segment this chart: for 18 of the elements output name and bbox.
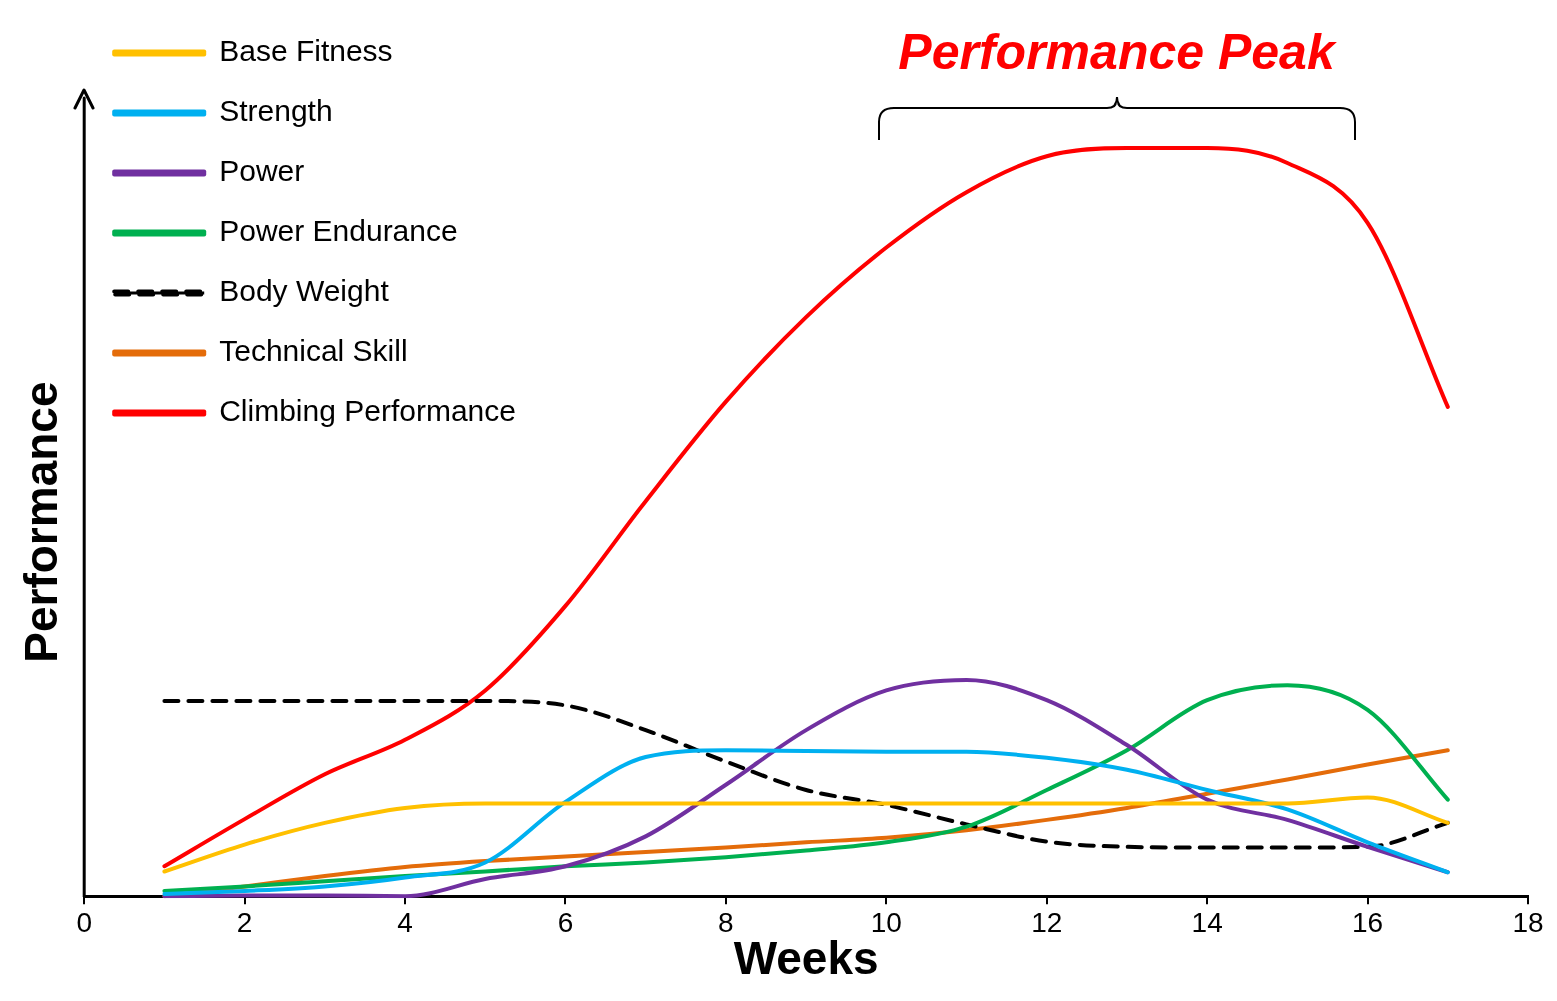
x-tick-label: 0 [76, 906, 92, 938]
x-tick-label: 2 [236, 906, 253, 938]
x-tick-label: 8 [718, 906, 734, 938]
legend-label: Power [219, 154, 305, 188]
text: Performance Peak [898, 23, 1337, 80]
legend-label: Climbing Performance [219, 394, 516, 428]
legend-label: Strength [219, 94, 333, 128]
legend-label: Body Weight [219, 274, 390, 308]
x-tick-label: 18 [1512, 906, 1544, 938]
legend-label: Technical Skill [219, 334, 408, 368]
x-tick-label: 14 [1191, 906, 1223, 938]
x-tick-label: 12 [1031, 906, 1063, 938]
x-tick-label: 6 [557, 906, 574, 938]
legend-label: Base Fitness [219, 34, 393, 68]
x-tick-label: 16 [1352, 906, 1384, 938]
x-tick-label: 4 [397, 906, 413, 938]
legend-label: Power Endurance [219, 214, 458, 248]
y-axis-title: Performance [15, 381, 68, 663]
